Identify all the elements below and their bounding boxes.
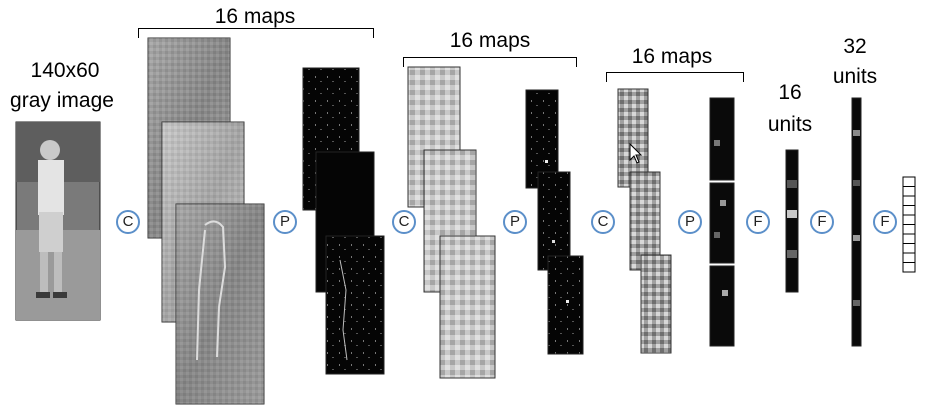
op-conv-3: C <box>591 210 615 234</box>
mouse-cursor-icon <box>629 142 643 164</box>
output-unit-box <box>902 224 916 235</box>
op-pool-3: P <box>678 210 702 234</box>
stage2-conv-maps <box>407 66 496 379</box>
output-unit-box <box>902 195 916 206</box>
op-conv-2: C <box>392 210 416 234</box>
input-label-size: 140x60 <box>30 59 100 82</box>
output-units-column <box>902 176 916 273</box>
fc1-count-label: 16 <box>778 81 802 104</box>
stage1-maps-label: 16 maps <box>214 5 296 28</box>
output-unit-box <box>902 186 916 197</box>
stage3-bracket <box>606 72 744 82</box>
op-pool-1: P <box>273 210 297 234</box>
output-unit-box <box>902 205 916 216</box>
stage3-maps-label: 16 maps <box>631 45 713 68</box>
stage3-conv-maps <box>617 88 672 354</box>
stage2-maps-label: 16 maps <box>449 29 531 52</box>
fc1-units-column <box>785 149 799 293</box>
stage1-bracket <box>138 28 374 38</box>
op-conv-1: C <box>116 210 140 234</box>
stage2-bracket <box>403 57 577 67</box>
fc2-count-label: 32 <box>843 35 867 58</box>
output-unit-box <box>902 252 916 263</box>
stage1-conv-maps <box>147 37 265 405</box>
input-label-type: gray image <box>10 89 114 112</box>
output-unit-box <box>902 262 916 273</box>
fc2-units-label: units <box>832 65 878 88</box>
fc2-units-column <box>851 97 862 347</box>
op-pool-2: P <box>503 210 527 234</box>
output-unit-box <box>902 176 916 187</box>
output-unit-box <box>902 214 916 225</box>
op-fc-1: F <box>746 210 770 234</box>
input-image <box>15 121 101 321</box>
stage2-pool-maps <box>525 89 584 355</box>
output-unit-box <box>902 243 916 254</box>
fc1-units-label: units <box>767 113 813 136</box>
stage1-pool-maps <box>302 67 385 375</box>
op-fc-3: F <box>873 210 897 234</box>
op-fc-2: F <box>810 210 834 234</box>
output-unit-box <box>902 233 916 244</box>
stage3-pool-maps <box>709 97 735 347</box>
